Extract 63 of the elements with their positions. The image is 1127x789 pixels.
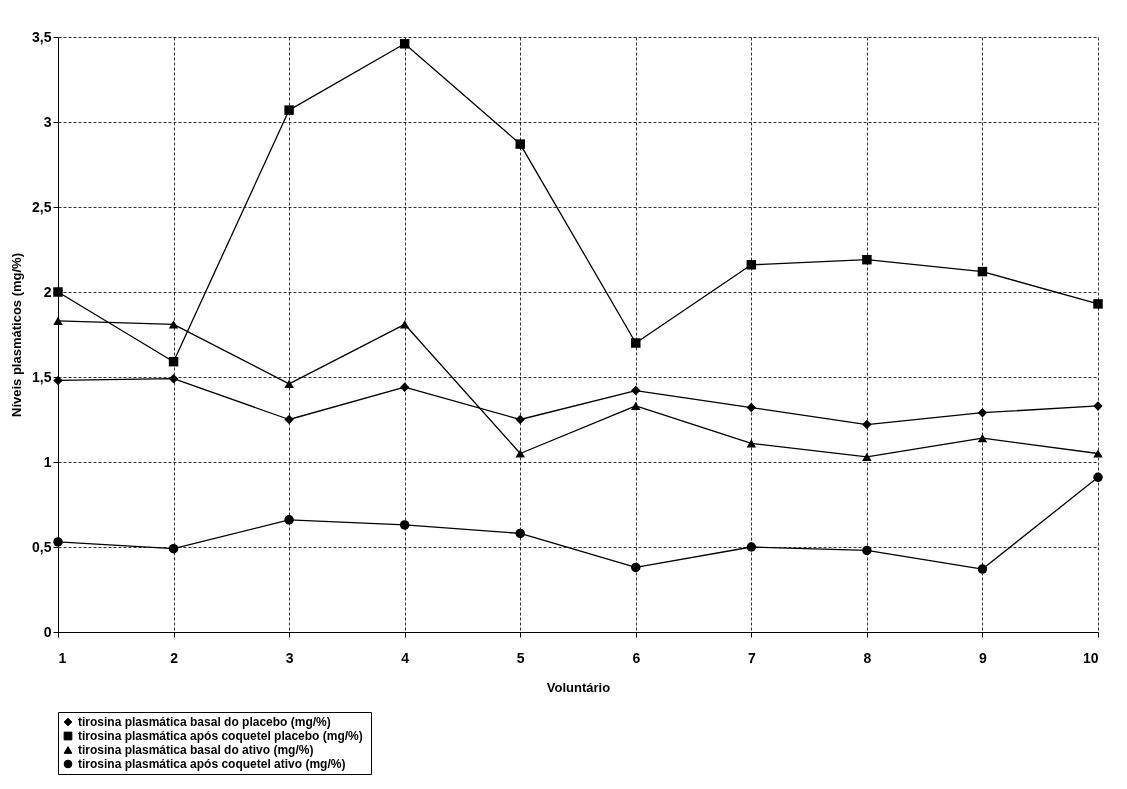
point — [515, 414, 525, 425]
point — [746, 439, 757, 448]
point — [284, 105, 294, 115]
point — [168, 373, 179, 384]
x-tick-label: 4 — [401, 649, 410, 666]
point — [53, 316, 63, 326]
y-tick-label: 2,5 — [32, 198, 52, 215]
point — [862, 254, 872, 265]
point — [1093, 472, 1103, 483]
legend-label: tirosina plasmática após coquetel ativo (mg/%) — [78, 757, 346, 771]
x-axis-title: Voluntário — [546, 679, 611, 695]
point — [399, 320, 410, 329]
point — [746, 402, 757, 413]
point — [168, 320, 179, 329]
y-axis-title: Níveis plasmáticos (mg/%) — [9, 253, 25, 417]
x-tick-label: 9 — [979, 649, 988, 666]
point — [53, 287, 63, 297]
point — [284, 379, 294, 388]
point — [631, 385, 641, 396]
point — [977, 266, 988, 277]
point — [862, 419, 872, 430]
x-tick-label: 8 — [863, 649, 872, 666]
point — [515, 528, 525, 539]
y-tick-label: 1,5 — [32, 368, 52, 385]
y-tick-label: 0,5 — [32, 538, 52, 555]
point — [862, 545, 872, 556]
x-tick-label: 3 — [285, 649, 294, 666]
point — [1093, 299, 1103, 309]
legend-label: tirosina plasmática basal do placebo (mg/%) — [78, 715, 331, 729]
point — [746, 542, 757, 552]
legend-label: tirosina plasmática basal do ativo (mg/%) — [78, 743, 314, 757]
point — [168, 356, 179, 367]
point — [515, 449, 525, 458]
x-tick-label: 10 — [1082, 649, 1099, 666]
legend-label: tirosina plasmática após coquetel placebo (mg/%) — [78, 729, 363, 743]
y-tick-label: 3 — [43, 113, 52, 130]
point — [53, 375, 63, 386]
point — [977, 407, 988, 418]
point — [746, 260, 757, 270]
point — [284, 515, 294, 525]
x-tick-label: 2 — [170, 649, 179, 666]
y-tick-label: 1 — [43, 453, 52, 470]
point — [631, 338, 641, 348]
point — [515, 139, 525, 149]
point — [977, 434, 988, 443]
x-tick-label: 5 — [516, 649, 525, 666]
point — [862, 452, 872, 462]
x-tick-label: 1 — [58, 649, 67, 666]
point — [284, 414, 294, 425]
x-tick-label: 6 — [632, 649, 641, 666]
point — [168, 543, 179, 554]
y-tick-label: 3,5 — [32, 28, 52, 45]
point — [631, 562, 641, 573]
point — [399, 39, 410, 49]
point — [53, 537, 63, 547]
point — [399, 520, 410, 530]
point — [1093, 449, 1103, 458]
point — [977, 564, 988, 574]
y-tick-label: 0 — [43, 623, 52, 640]
point — [399, 382, 410, 392]
y-tick-label: 2 — [43, 283, 52, 300]
point — [631, 401, 641, 411]
x-tick-label: 7 — [747, 649, 756, 666]
